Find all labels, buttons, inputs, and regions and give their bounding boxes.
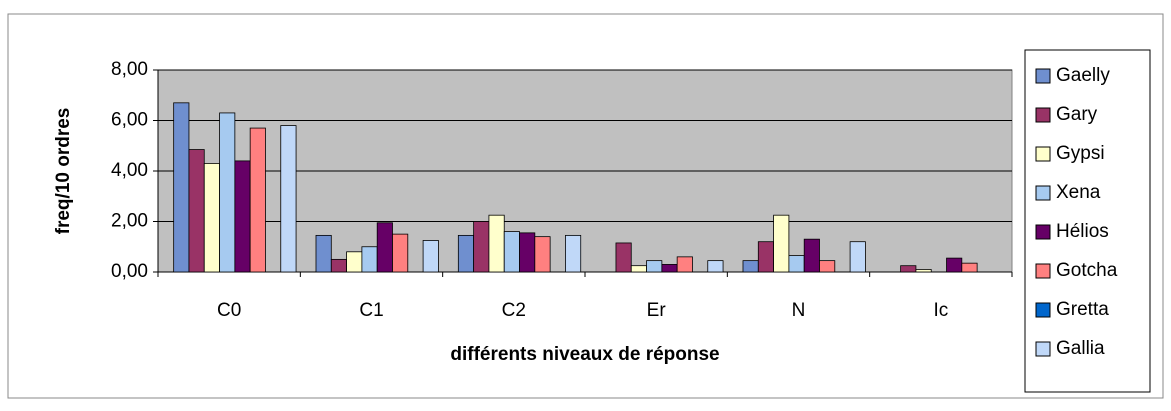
x-tick-label: N [792,300,806,321]
bar [615,242,632,273]
bar [534,236,551,273]
bar [646,260,663,273]
legend-swatch [1035,146,1051,162]
bar [915,269,932,273]
bar [565,234,582,273]
bar [819,260,836,273]
legend-label: Hélios [1056,221,1109,242]
legend-swatch [1035,107,1051,123]
bar [676,256,693,273]
x-tick-label: Ic [933,300,948,321]
bar [473,221,490,273]
legend-label: Gypsi [1056,143,1105,164]
bar [219,112,236,273]
legend-swatch [1035,224,1051,240]
bar [788,255,805,273]
legend-swatch [1035,185,1051,201]
bar [361,246,378,273]
bar [946,257,963,273]
y-tick-label: 2,00 [111,211,148,232]
bar [757,241,774,273]
legend-label: Gretta [1056,299,1109,320]
y-tick-label: 4,00 [111,160,148,181]
bar [803,238,820,273]
y-tick-label: 8,00 [111,59,148,80]
x-axis-label: différents niveaux de réponse [450,344,719,365]
bar [376,222,393,273]
x-tick-label: C0 [217,300,241,321]
x-tick-label: Er [647,300,667,321]
bar [519,232,536,273]
bar [488,214,505,273]
x-tick-label: C1 [359,300,383,321]
bar [661,264,678,273]
bar [392,233,409,273]
bar [203,163,220,273]
bar [249,127,266,273]
legend-label: Gotcha [1056,260,1118,281]
bar [849,241,866,273]
legend-label: Gallia [1056,338,1105,359]
legend-label: Gaelly [1056,65,1110,86]
bar [773,214,790,273]
bar [346,251,363,273]
legend-box [1024,49,1151,393]
bar [173,102,190,273]
legend-swatch [1035,263,1051,279]
bar [234,160,251,273]
y-tick-label: 6,00 [111,110,148,131]
bar [707,260,724,273]
bar [961,262,978,273]
y-tick-label: 0,00 [111,261,148,282]
bar [742,260,759,273]
legend-label: Xena [1056,182,1101,203]
bar [630,265,647,273]
bar [503,231,520,273]
legend-swatch [1035,68,1051,84]
bar [330,258,347,273]
bar [900,265,917,273]
y-axis-label: freq/10 ordres [53,108,74,235]
bar [422,240,439,273]
x-tick-label: C2 [502,300,526,321]
legend-swatch [1035,341,1051,357]
bar [280,125,297,273]
bar [315,234,332,273]
bar [457,234,475,273]
bar [188,149,205,273]
legend-swatch [1035,302,1051,318]
legend-label: Gary [1056,104,1098,125]
